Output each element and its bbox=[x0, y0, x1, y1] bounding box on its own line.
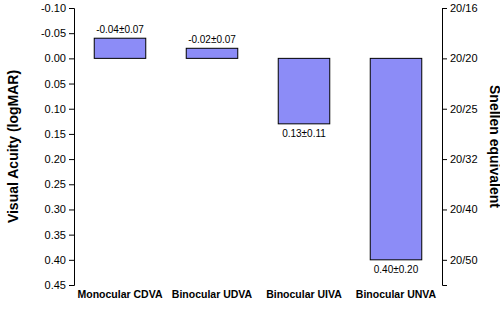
tick-mark bbox=[69, 235, 74, 236]
tick-mark bbox=[69, 8, 74, 9]
tick: 0.40 bbox=[45, 254, 74, 266]
tick: 20/50 bbox=[442, 254, 478, 266]
tick-label: 20/16 bbox=[450, 2, 478, 14]
tick-label: 0.20 bbox=[45, 153, 66, 165]
y-axis: -0.10 -0.05 0.00 0.05 0.10 0.15 0.20 0.25 0.30 0.… bbox=[41, 2, 75, 291]
tick-label: -0.05 bbox=[41, 27, 66, 39]
tick-label: 0.45 bbox=[45, 279, 66, 291]
tick-label: 0.40 bbox=[45, 254, 66, 266]
chart: -0.04±0.07-0.02±0.070.13±0.110.40±0.20-0… bbox=[0, 0, 500, 311]
tick-mark bbox=[69, 84, 74, 85]
y2-axis-line bbox=[443, 9, 448, 286]
tick-label: 0.35 bbox=[45, 229, 66, 241]
data-label: 0.13±0.11 bbox=[282, 128, 326, 139]
tick-label: 0.05 bbox=[45, 78, 66, 90]
tick-label: Binocular UNVA bbox=[356, 288, 437, 300]
tick-mark bbox=[69, 159, 74, 160]
tick-label: Binocular UIVA bbox=[266, 288, 342, 300]
tick-label: 20/40 bbox=[450, 203, 478, 215]
tick: 20/16 bbox=[442, 2, 478, 14]
tick: -0.05 bbox=[41, 27, 74, 39]
tick-label: 0.25 bbox=[45, 178, 66, 190]
tick-label: Binocular UDVA bbox=[172, 288, 253, 300]
tick-mark bbox=[69, 184, 74, 185]
tick: Monocular CDVA bbox=[78, 288, 163, 300]
y-axis-title: Visual Acuity (logMAR) bbox=[5, 70, 21, 223]
tick-mark bbox=[442, 159, 447, 160]
x-axis: Monocular CDVA Binocular UDVA Binocular UI… bbox=[78, 288, 437, 300]
data-labels: -0.04±0.07 -0.02±0.07 0.13±0.11 0.40±0.20 bbox=[96, 24, 419, 275]
tick-mark bbox=[442, 8, 447, 9]
tick-mark bbox=[442, 260, 447, 261]
data-label: -0.02±0.07 bbox=[188, 34, 236, 45]
tick-mark bbox=[442, 209, 447, 210]
tick: 0.20 bbox=[45, 153, 74, 165]
tick: 0.30 bbox=[45, 203, 74, 215]
tick: 20/32 bbox=[442, 153, 478, 165]
plot: -0.04±0.07-0.02±0.070.13±0.110.40±0.20-0… bbox=[41, 2, 478, 300]
tick-mark bbox=[69, 285, 74, 286]
tick-mark bbox=[69, 109, 74, 110]
bars bbox=[94, 38, 422, 260]
tick-label: 20/25 bbox=[450, 103, 478, 115]
tick-mark bbox=[69, 134, 74, 135]
tick-mark bbox=[69, 260, 74, 261]
bar bbox=[186, 48, 238, 58]
tick-mark bbox=[69, 58, 74, 59]
tick-label: 20/32 bbox=[450, 153, 478, 165]
tick: Binocular UIVA bbox=[266, 288, 342, 300]
tick: 0.15 bbox=[45, 128, 74, 140]
tick: 0.45 bbox=[45, 279, 74, 291]
tick-mark bbox=[442, 58, 447, 59]
tick: 20/20 bbox=[442, 52, 478, 64]
bar bbox=[94, 38, 146, 58]
tick: -0.10 bbox=[41, 2, 74, 14]
tick: Binocular UNVA bbox=[356, 288, 437, 300]
bar bbox=[370, 58, 422, 259]
tick-label: 20/20 bbox=[450, 52, 478, 64]
y2-axis-title: Snellen equivalent bbox=[487, 85, 500, 208]
tick: 20/25 bbox=[442, 103, 478, 115]
tick-mark bbox=[442, 109, 447, 110]
data-label: 0.40±0.20 bbox=[374, 264, 419, 275]
tick-label: 0.15 bbox=[45, 128, 66, 140]
tick-label: Monocular CDVA bbox=[78, 288, 163, 300]
tick: Binocular UDVA bbox=[172, 288, 253, 300]
data-label: -0.04±0.07 bbox=[96, 24, 144, 35]
tick-mark bbox=[69, 33, 74, 34]
tick: 0.35 bbox=[45, 229, 74, 241]
tick: 20/40 bbox=[442, 203, 478, 215]
tick-label: 20/50 bbox=[450, 254, 478, 266]
y-axis-line bbox=[69, 9, 75, 286]
tick-mark bbox=[69, 209, 74, 210]
tick-label: 0.10 bbox=[45, 103, 66, 115]
tick-label: -0.10 bbox=[41, 2, 66, 14]
tick-label: 0.00 bbox=[45, 52, 66, 64]
tick: 0.00 bbox=[45, 52, 74, 64]
bar bbox=[278, 58, 330, 123]
tick: 0.10 bbox=[45, 103, 74, 115]
tick: 0.25 bbox=[45, 178, 74, 190]
tick: 0.05 bbox=[45, 78, 74, 90]
tick-label: 0.30 bbox=[45, 203, 66, 215]
y2-axis: 20/16 20/20 20/25 20/32 20/40 20/50 bbox=[442, 2, 478, 285]
